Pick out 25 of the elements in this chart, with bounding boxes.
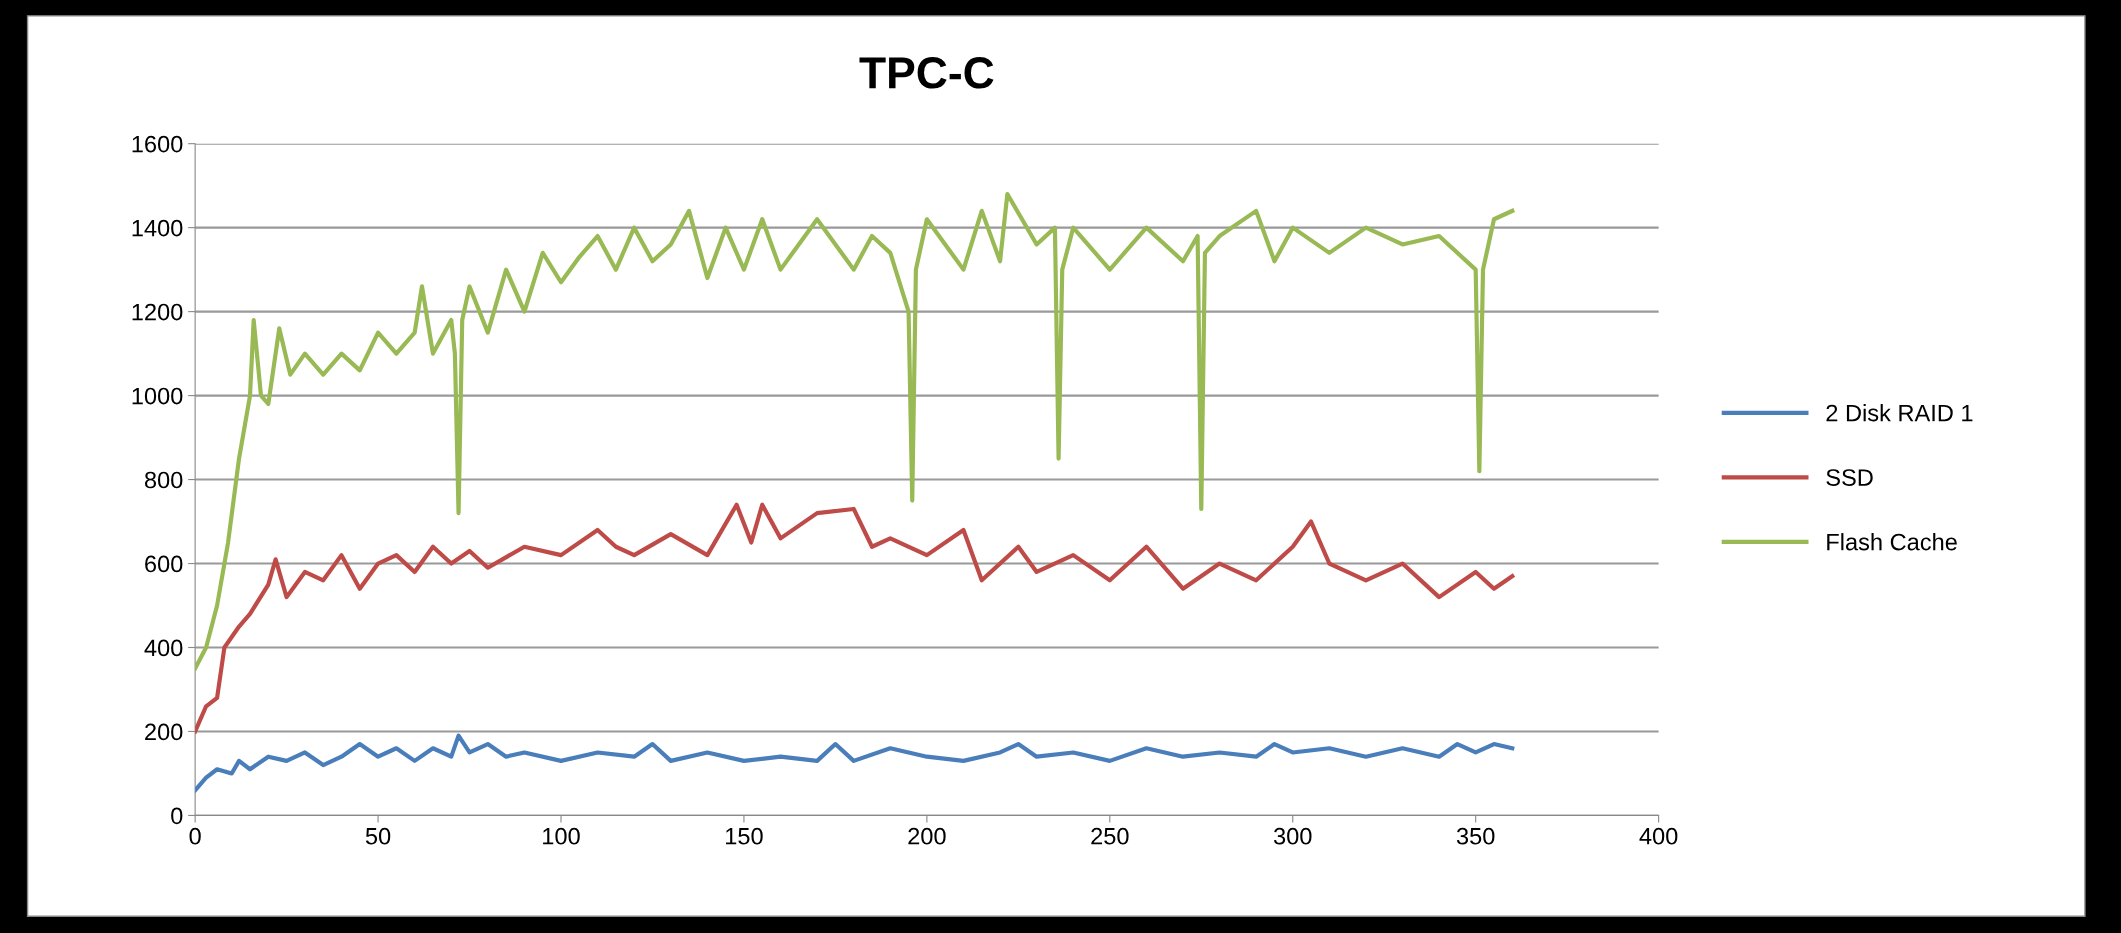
line-series (195, 191, 1515, 671)
x-tick-label: 300 (1273, 827, 1312, 845)
legend-label: 2 Disk RAID 1 (1826, 404, 1973, 422)
y-tick-label: 1400 (132, 219, 183, 237)
x-tick-label: 200 (908, 827, 946, 845)
x-tick-label: 250 (1091, 827, 1129, 845)
x-tick-label: 0 (189, 827, 201, 845)
x-tick-label: 350 (1456, 827, 1495, 845)
legend-label: Flash Cache (1827, 533, 1957, 551)
y-tick-label: 1600 (132, 135, 183, 153)
y-tick-label: 800 (144, 471, 183, 489)
line-series (195, 502, 1515, 734)
y-tick-label: 0 (171, 807, 183, 825)
y-tick-label: 400 (144, 639, 183, 657)
chart-title: TPC-C (859, 57, 994, 89)
x-tick-label: 50 (365, 827, 391, 845)
line-series (195, 733, 1515, 793)
x-tick-label: 400 (1639, 827, 1678, 845)
y-tick-label: 1200 (132, 303, 183, 321)
y-tick-label: 600 (145, 555, 183, 573)
y-tick-label: 200 (145, 723, 183, 741)
y-tick-label: 1000 (132, 387, 183, 405)
x-tick-label: 150 (726, 827, 763, 845)
legend-label: SSD (1826, 469, 1873, 486)
x-tick-label: 100 (543, 827, 580, 845)
